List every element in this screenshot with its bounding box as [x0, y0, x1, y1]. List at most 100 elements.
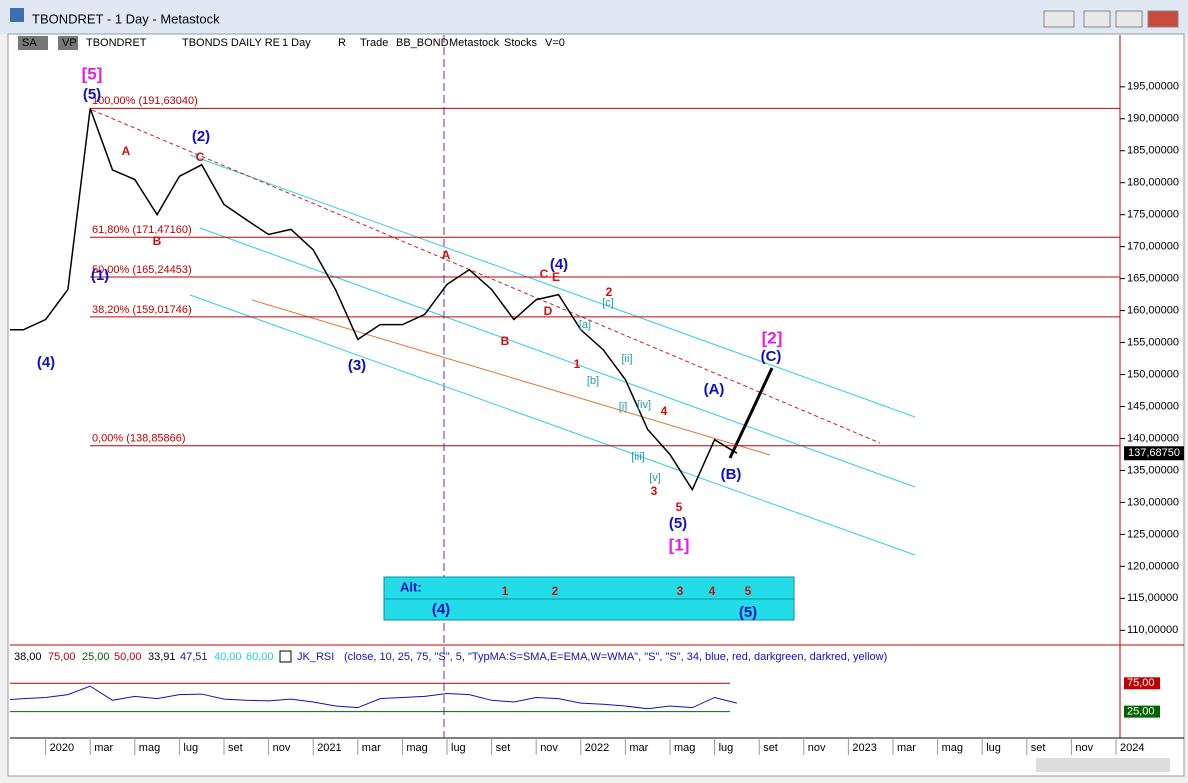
rsi-line — [10, 685, 738, 710]
alt-label: 4 — [709, 584, 716, 598]
x-tick-label: set — [496, 742, 511, 754]
alt-label: 2 — [552, 584, 559, 598]
wave-label: (A) — [704, 381, 725, 398]
x-tick-label: mag — [942, 742, 963, 754]
indicator-checkbox — [279, 650, 292, 663]
wave-label: [1] — [669, 535, 690, 554]
wave-label: [5] — [82, 64, 103, 83]
indicator-params: (close, 10, 25, 75, "S", 5, "TypMA:S=SMA… — [344, 651, 887, 663]
x-tick-label: 2024 — [1120, 742, 1144, 754]
x-tick-label: mar — [94, 742, 113, 754]
x-tick-label: set — [1031, 742, 1046, 754]
y-tick-label: 140,00000 — [1127, 432, 1179, 444]
wave-label: E — [552, 270, 560, 284]
wave-label: (2) — [192, 128, 210, 145]
y-tick-label: 165,00000 — [1127, 273, 1179, 285]
wave-label: (5) — [669, 515, 687, 532]
rsi-level-tag — [1124, 705, 1160, 718]
toolbar: SA VP TBONDRET TBONDS DAILY RE 1 Day R Trade BB… — [18, 36, 565, 50]
fib-level-label: 61,80% (171,47160) — [92, 224, 192, 236]
restore-button[interactable] — [1043, 10, 1075, 28]
y-tick-label: 185,00000 — [1127, 145, 1179, 157]
y-tick-label: 145,00000 — [1127, 400, 1179, 412]
wave-label: 1 — [574, 357, 581, 371]
x-tick-label: mag — [406, 742, 427, 754]
wave-label: (B) — [721, 466, 742, 483]
alt-label: 1 — [502, 584, 509, 598]
wave-label: [v] — [649, 472, 661, 484]
toolbar-item: TBONDRET — [86, 37, 147, 49]
last-value-label: 137,68750 — [1128, 447, 1180, 459]
x-tick-label: 2022 — [585, 742, 609, 754]
x-tick-label: nov — [540, 742, 558, 754]
x-tick-label: lug — [986, 742, 1001, 754]
x-tick-label: nov — [808, 742, 826, 754]
channel-line — [189, 154, 916, 418]
wave-label: A — [442, 248, 451, 262]
toolbar-item: 1 Day — [282, 37, 311, 49]
x-tick-label: lug — [451, 742, 466, 754]
toolbar-item: TBONDS DAILY RE — [182, 37, 280, 49]
x-tick-label: lug — [719, 742, 734, 754]
indicator-param: 50,00 — [114, 651, 142, 663]
wave-label: 3 — [651, 484, 658, 498]
toolbar-button — [58, 36, 78, 50]
wave-label: C — [196, 150, 205, 164]
window-title: TBONDRET - 1 Day - Metastock — [32, 11, 220, 26]
rsi-plot — [10, 685, 738, 710]
alt-label: 3 — [677, 584, 684, 598]
maximize-button[interactable] — [1115, 10, 1143, 28]
channel-line — [189, 294, 916, 556]
wave-label: (C) — [761, 348, 782, 365]
wave-label: (1) — [91, 267, 109, 284]
indicator-param: 40,00 — [214, 651, 242, 663]
rsi-level-tag — [1124, 677, 1160, 690]
x-tick-label: mar — [629, 742, 648, 754]
trend-line — [251, 299, 771, 456]
y-tick-label: 155,00000 — [1127, 336, 1179, 348]
channel-line — [199, 227, 916, 488]
x-tick-label: set — [228, 742, 243, 754]
wave-label: B — [153, 234, 162, 248]
toolbar-item: Stocks — [504, 37, 538, 49]
rsi-level-label: 25,00 — [1127, 706, 1155, 718]
fib-level-label: 50,00% (165,24453) — [92, 264, 192, 276]
alt-title: Alt: — [400, 579, 422, 594]
wave-label: [ii] — [622, 353, 633, 365]
wave-label: [c] — [602, 297, 614, 309]
indicator-param: 47,51 — [180, 651, 208, 663]
y-tick-label: 175,00000 — [1127, 209, 1179, 221]
trend-line — [91, 109, 881, 444]
x-tick-label: 2020 — [50, 742, 74, 754]
wave-label: [2] — [762, 328, 783, 347]
indicator-param: 25,00 — [82, 651, 110, 663]
indicator-param: 75,00 — [48, 651, 76, 663]
alt-label: (4) — [432, 601, 450, 618]
wave-label: [b] — [587, 375, 599, 387]
y-tick-label: 130,00000 — [1127, 496, 1179, 508]
fib-level-label: 0,00% (138,85866) — [92, 433, 186, 445]
indicator-param: 33,91 — [148, 651, 176, 663]
toolbar-button — [18, 36, 48, 50]
fib-level-label: 38,20% (159,01746) — [92, 304, 192, 316]
drawings — [91, 109, 916, 556]
minimize-button[interactable] — [1083, 10, 1111, 28]
scrollbar-thumb[interactable] — [1036, 758, 1170, 772]
app-icon — [10, 8, 24, 22]
rsi-level-label: 75,00 — [1127, 677, 1155, 689]
indicator-name: JK_RSI — [297, 651, 334, 663]
toolbar-item: R — [338, 37, 346, 49]
wave-label: [iv] — [637, 399, 651, 411]
plot: 100,00% (191,63040) 61,80% (171,47160) 50,… — [10, 95, 1120, 492]
close-button[interactable] — [1147, 10, 1179, 28]
toolbar-item: SA — [22, 37, 37, 49]
indicator-param: 38,00 — [14, 651, 42, 663]
y-tick-label: 190,00000 — [1127, 113, 1179, 125]
y-tick-label: 195,00000 — [1127, 81, 1179, 93]
wave-label: (4) — [550, 256, 568, 273]
wave-label: B — [501, 334, 510, 348]
wave-label: [i] — [619, 401, 628, 413]
toolbar-item: VP — [62, 37, 77, 49]
